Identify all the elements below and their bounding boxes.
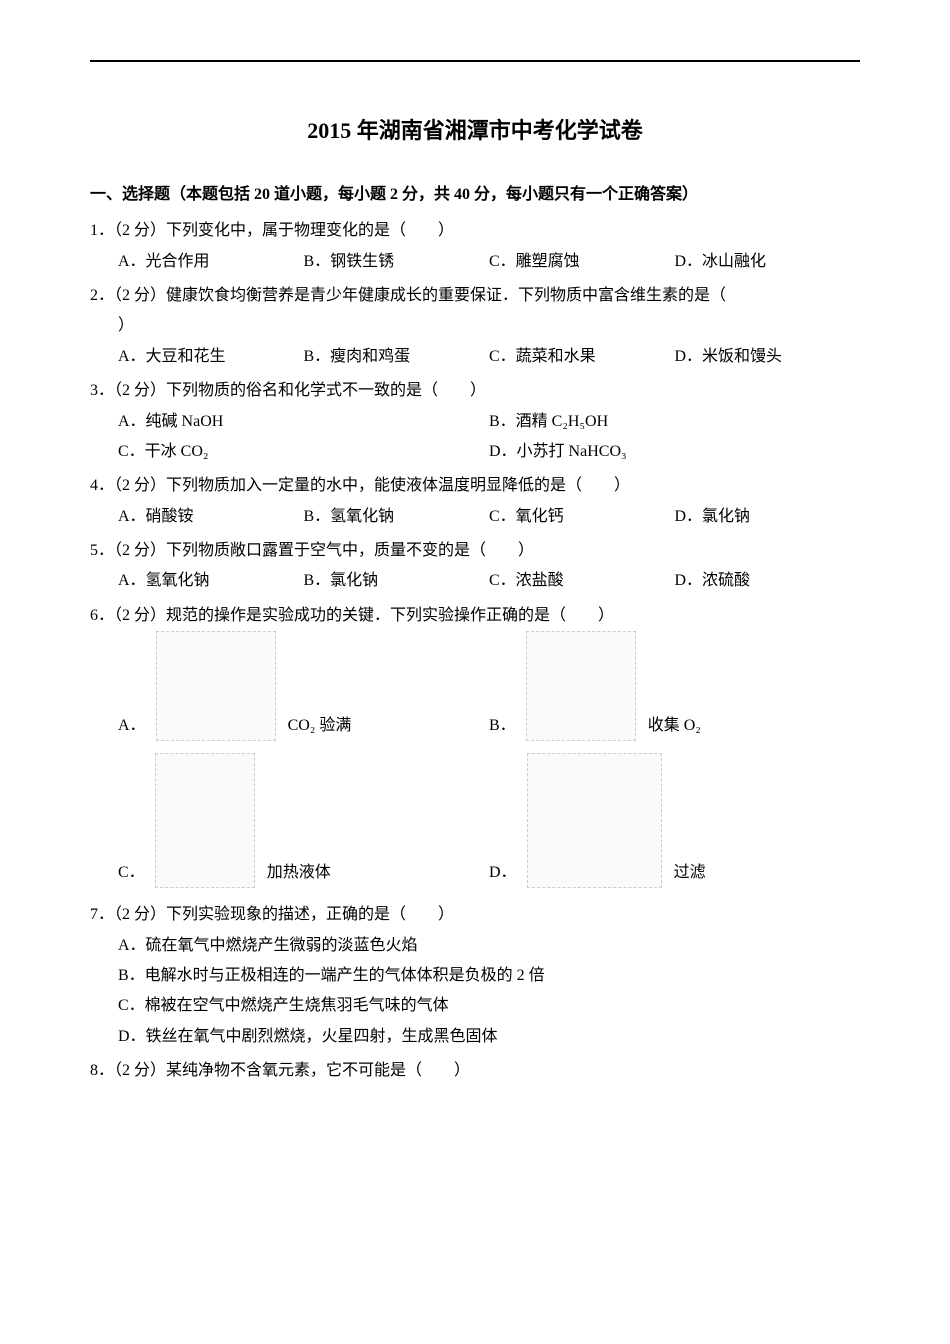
q6-a-label: A． [118, 711, 146, 741]
q6-b-label: B． [489, 711, 516, 741]
q4-option-a: A．硝酸铵 [118, 502, 304, 532]
q4-options: A．硝酸铵 B．氢氧化钠 C．氧化钙 D．氯化钠 [90, 502, 860, 532]
q7-option-d: D．铁丝在氧气中剧烈燃烧，火星四射，生成黑色固体 [118, 1022, 860, 1052]
q1-option-d: D．冰山融化 [675, 247, 861, 277]
q6-option-d: D． 过滤 [489, 753, 860, 888]
q6-option-c: C． 加热液体 [118, 753, 489, 888]
q6-a-text: CO₂ 验满 [288, 711, 352, 741]
question-8: 8．（2 分）某纯净物不含氧元素，它不可能是（ ） [90, 1056, 860, 1086]
q7-stem: 7．（2 分）下列实验现象的描述，正确的是（ ） [90, 900, 860, 930]
q6-stem: 6．（2 分）规范的操作是实验成功的关键．下列实验操作正确的是（ ） [90, 601, 860, 631]
q2-option-c: C．蔬菜和水果 [489, 342, 675, 372]
q1-options: A．光合作用 B．钢铁生锈 C．雕塑腐蚀 D．冰山融化 [90, 247, 860, 277]
q1-option-c: C．雕塑腐蚀 [489, 247, 675, 277]
q6-b-text: 收集 O₂ [648, 711, 701, 741]
q5-options: A．氢氧化钠 B．氯化钠 C．浓盐酸 D．浓硫酸 [90, 566, 860, 596]
q1-option-b: B．钢铁生锈 [304, 247, 490, 277]
q3-options-row1: A．纯碱 NaOH B．酒精 C₂H₅OH [90, 407, 860, 437]
question-1: 1．（2 分）下列变化中，属于物理变化的是（ ） A．光合作用 B．钢铁生锈 C… [90, 216, 860, 277]
q3-option-d: D．小苏打 NaHCO₃ [489, 437, 860, 467]
q6-option-b: B． 收集 O₂ [489, 631, 860, 741]
page-title: 2015 年湖南省湘潭市中考化学试卷 [90, 110, 860, 152]
question-7: 7．（2 分）下列实验现象的描述，正确的是（ ） A．硫在氧气中燃烧产生微弱的淡… [90, 900, 860, 1052]
q4-option-c: C．氧化钙 [489, 502, 675, 532]
q8-stem: 8．（2 分）某纯净物不含氧元素，它不可能是（ ） [90, 1056, 860, 1086]
q7-option-a: A．硫在氧气中燃烧产生微弱的淡蓝色火焰 [118, 931, 860, 961]
q6-d-label: D． [489, 858, 517, 888]
question-6: 6．（2 分）规范的操作是实验成功的关键．下列实验操作正确的是（ ） A． CO… [90, 601, 860, 888]
top-rule [90, 60, 860, 62]
q2-stem: 2．（2 分）健康饮食均衡营养是青少年健康成长的重要保证．下列物质中富含维生素的… [90, 281, 860, 311]
q7-option-c: C．棉被在空气中燃烧产生烧焦羽毛气味的气体 [118, 991, 860, 1021]
q7-option-b: B．电解水时与正极相连的一端产生的气体体积是负极的 2 倍 [118, 961, 860, 991]
q5-option-c: C．浓盐酸 [489, 566, 675, 596]
q2-options: A．大豆和花生 B．瘦肉和鸡蛋 C．蔬菜和水果 D．米饭和馒头 [90, 342, 860, 372]
q6-c-text: 加热液体 [267, 858, 331, 888]
q5-option-d: D．浓硫酸 [675, 566, 861, 596]
q4-option-b: B．氢氧化钠 [304, 502, 490, 532]
q3-options-row2: C．干冰 CO₂ D．小苏打 NaHCO₃ [90, 437, 860, 467]
q6-row2: C． 加热液体 D． 过滤 [90, 753, 860, 888]
q3-option-c: C．干冰 CO₂ [118, 437, 489, 467]
q2-option-b: B．瘦肉和鸡蛋 [304, 342, 490, 372]
q4-option-d: D．氯化钠 [675, 502, 861, 532]
q7-options: A．硫在氧气中燃烧产生微弱的淡蓝色火焰 B．电解水时与正极相连的一端产生的气体体… [90, 931, 860, 1053]
q6-option-a: A． CO₂ 验满 [118, 631, 489, 741]
q2-stem-cont: ） [90, 311, 860, 341]
q6-d-text: 过滤 [674, 858, 706, 888]
diagram-filter-icon [527, 753, 662, 888]
q6-c-label: C． [118, 858, 145, 888]
question-4: 4．（2 分）下列物质加入一定量的水中，能使液体温度明显降低的是（ ） A．硝酸… [90, 471, 860, 532]
q2-option-d: D．米饭和馒头 [675, 342, 861, 372]
q3-option-a: A．纯碱 NaOH [118, 407, 489, 437]
diagram-co2-test-icon [156, 631, 276, 741]
q6-row1: A． CO₂ 验满 B． 收集 O₂ [90, 631, 860, 741]
q1-option-a: A．光合作用 [118, 247, 304, 277]
section-header: 一、选择题（本题包括 20 道小题，每小题 2 分，共 40 分，每小题只有一个… [90, 180, 860, 210]
q4-stem: 4．（2 分）下列物质加入一定量的水中，能使液体温度明显降低的是（ ） [90, 471, 860, 501]
q3-stem: 3．（2 分）下列物质的俗名和化学式不一致的是（ ） [90, 376, 860, 406]
q2-option-a: A．大豆和花生 [118, 342, 304, 372]
q3-option-b: B．酒精 C₂H₅OH [489, 407, 860, 437]
q5-option-a: A．氢氧化钠 [118, 566, 304, 596]
question-2: 2．（2 分）健康饮食均衡营养是青少年健康成长的重要保证．下列物质中富含维生素的… [90, 281, 860, 372]
q5-stem: 5．（2 分）下列物质敞口露置于空气中，质量不变的是（ ） [90, 536, 860, 566]
question-5: 5．（2 分）下列物质敞口露置于空气中，质量不变的是（ ） A．氢氧化钠 B．氯… [90, 536, 860, 597]
q5-option-b: B．氯化钠 [304, 566, 490, 596]
q1-stem: 1．（2 分）下列变化中，属于物理变化的是（ ） [90, 216, 860, 246]
diagram-collect-o2-icon [526, 631, 636, 741]
diagram-heat-liquid-icon [155, 753, 255, 888]
question-3: 3．（2 分）下列物质的俗名和化学式不一致的是（ ） A．纯碱 NaOH B．酒… [90, 376, 860, 467]
